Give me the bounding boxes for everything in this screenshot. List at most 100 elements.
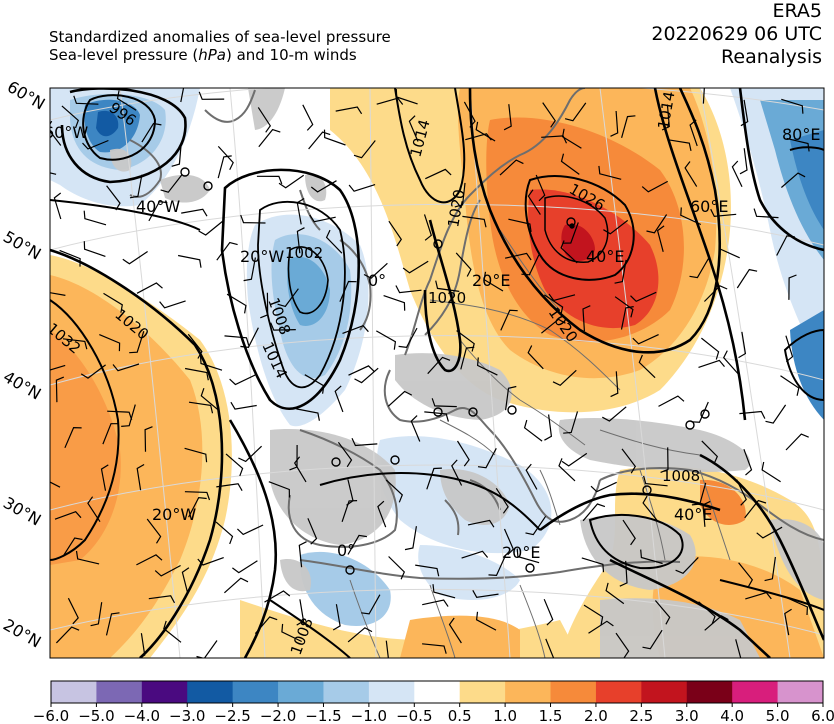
lon-label: 20°E bbox=[502, 543, 540, 562]
colorbar-bin bbox=[232, 681, 279, 703]
wind-barb bbox=[476, 357, 498, 376]
wind-barb bbox=[302, 104, 314, 131]
wind-barb bbox=[136, 282, 163, 294]
colorbar-tick-label: −2.5 bbox=[214, 707, 250, 724]
wind-barb bbox=[426, 467, 442, 490]
wind-barb bbox=[383, 295, 406, 311]
wind-barb bbox=[642, 629, 663, 650]
colorbar-tick-label: −3.0 bbox=[169, 707, 205, 724]
colorbar-bin bbox=[777, 681, 824, 703]
wind-barb bbox=[689, 119, 698, 147]
colorbar-bin bbox=[641, 681, 688, 703]
wind-barb bbox=[256, 175, 283, 185]
wind-barb bbox=[216, 241, 238, 261]
wind-barb bbox=[215, 521, 234, 545]
wind-barb bbox=[348, 184, 376, 192]
wind-barb bbox=[630, 291, 657, 303]
wind-barb bbox=[122, 251, 148, 265]
wind-barb bbox=[561, 128, 582, 149]
wind-barb bbox=[620, 306, 634, 330]
wind-barb bbox=[738, 562, 754, 588]
wind-barb bbox=[615, 632, 630, 658]
wind-barb bbox=[739, 410, 766, 419]
wind-barb bbox=[188, 401, 214, 414]
wind-barb bbox=[64, 426, 82, 449]
wind-barb bbox=[508, 218, 532, 232]
wind-barb bbox=[689, 258, 710, 279]
wind-barb bbox=[337, 441, 353, 468]
wind-barb bbox=[527, 345, 544, 370]
wind-barb bbox=[610, 371, 619, 398]
wind-barb bbox=[781, 172, 806, 188]
wind-barb bbox=[560, 240, 578, 264]
wind-barb bbox=[684, 161, 698, 187]
wind-barb bbox=[187, 333, 203, 359]
wind-barb bbox=[67, 597, 79, 625]
wind-barb bbox=[258, 128, 281, 148]
wind-barb bbox=[680, 207, 702, 226]
map-title: Standardized anomalies of sea-level pres… bbox=[49, 28, 391, 64]
wind-barb bbox=[735, 639, 742, 658]
wind-barb bbox=[632, 334, 659, 345]
isobars bbox=[50, 88, 824, 658]
wind-barb bbox=[753, 208, 779, 219]
wind-barb bbox=[475, 121, 496, 142]
wind-barb bbox=[100, 464, 109, 491]
wind-barb bbox=[354, 367, 379, 384]
wind-barb bbox=[50, 292, 66, 296]
wind-barb bbox=[75, 550, 100, 565]
wind-barb bbox=[781, 98, 804, 114]
wind-barb bbox=[296, 197, 305, 225]
wind-barb bbox=[323, 129, 346, 146]
colorbar-bin bbox=[187, 681, 234, 703]
colorbar-bin bbox=[550, 681, 597, 703]
wind-barb bbox=[129, 174, 143, 199]
wind-barb bbox=[654, 600, 671, 625]
wind-barb bbox=[61, 105, 80, 129]
wind-barb bbox=[462, 215, 487, 228]
wind-barb bbox=[136, 463, 145, 491]
wind-barb bbox=[347, 534, 367, 555]
wind-barb bbox=[226, 293, 247, 314]
colorbar-bin bbox=[51, 681, 97, 703]
wind-barb bbox=[278, 174, 305, 189]
colorbar-tick-label: 0.5 bbox=[448, 707, 472, 724]
wind-barb bbox=[103, 292, 123, 313]
wind-barb bbox=[701, 337, 720, 360]
wind-barb bbox=[197, 557, 224, 566]
lon-label: 60°W bbox=[44, 123, 88, 142]
colorbar-bin bbox=[686, 681, 733, 703]
wind-barb bbox=[736, 479, 747, 506]
colorbar: −6.0 −5.0 −4.0 −3.0 −2.5 −2.0 −1.5 −1.0 −0.5 0.5 1… bbox=[33, 680, 834, 724]
wind-barb bbox=[661, 104, 670, 131]
colorbar-tick-label: 2.0 bbox=[584, 707, 608, 724]
wind-barb bbox=[199, 355, 223, 371]
colorbar-bin bbox=[414, 681, 461, 703]
wind-barb bbox=[787, 597, 809, 616]
wind-barb bbox=[402, 260, 429, 274]
wind-barb bbox=[240, 214, 266, 224]
wind-barb bbox=[347, 627, 373, 643]
wind-barb bbox=[423, 214, 432, 241]
wind-barb bbox=[377, 500, 387, 528]
wind-barb bbox=[216, 483, 243, 492]
lon-label: 0° bbox=[337, 541, 355, 560]
wind-barb bbox=[463, 101, 476, 128]
wind-barb bbox=[701, 440, 719, 465]
wind-barb bbox=[698, 359, 725, 368]
wind-barb bbox=[475, 611, 497, 631]
wind-barb bbox=[564, 102, 587, 122]
lat-label: 60°N bbox=[4, 77, 48, 114]
lat-label: 20°N bbox=[0, 615, 44, 652]
dataset-label: ERA5 bbox=[772, 0, 822, 22]
colorbar-bin bbox=[505, 681, 552, 703]
wind-barb bbox=[171, 142, 182, 167]
wind-barb bbox=[404, 526, 417, 551]
wind-barb bbox=[422, 643, 447, 654]
colorbar-tick-label: 1.5 bbox=[539, 707, 563, 724]
lon-label: 0° bbox=[368, 271, 386, 290]
wind-barb bbox=[243, 257, 256, 282]
wind-barb bbox=[523, 419, 543, 442]
colorbar-tick-label: −1.0 bbox=[351, 707, 387, 724]
wind-barb bbox=[177, 254, 202, 268]
